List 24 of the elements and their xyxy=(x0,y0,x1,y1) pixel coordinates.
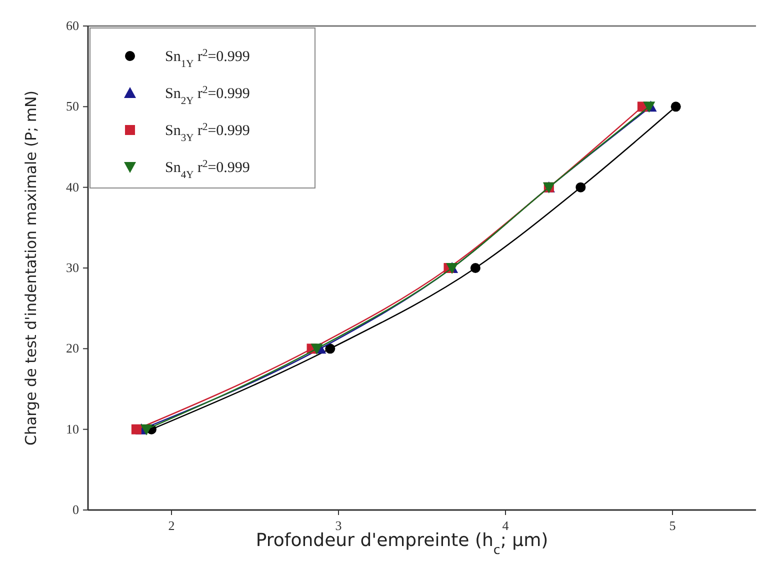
x-tick-label: 4 xyxy=(502,518,510,533)
x-axis-title: Profondeur d'empreinte (h$_{c}$; µm) xyxy=(256,530,548,556)
y-tick-label: 10 xyxy=(66,421,79,436)
point xyxy=(470,263,480,273)
legend-label: Sn$_{4Y}$ r$^{2}$=0.999 xyxy=(165,158,250,180)
y-axis-title: Charge de test d'indentation maximale (P; mN) xyxy=(22,90,40,446)
y-tick-label: 50 xyxy=(66,98,79,114)
point xyxy=(131,424,142,434)
legend-label: Sn$_{3Y}$ r$^{2}$=0.999 xyxy=(165,122,250,144)
x-tick-label: 2 xyxy=(168,518,175,533)
y-tick-label: 30 xyxy=(66,260,79,275)
point xyxy=(140,424,152,436)
x-tick-label: 5 xyxy=(669,518,676,533)
point xyxy=(576,182,586,192)
point xyxy=(325,344,336,354)
x-tick-label: 3 xyxy=(335,518,342,533)
point xyxy=(670,102,681,112)
legend-label: Sn$_{1Y}$ r$^{2}$=0.999 xyxy=(165,48,250,70)
y-tick-label: 20 xyxy=(66,340,79,356)
y-tick-label: 40 xyxy=(66,179,79,194)
y-tick-label: 60 xyxy=(66,18,79,33)
point xyxy=(310,344,323,355)
y-tick-label: 0 xyxy=(72,502,79,517)
legend-label: Sn$_{2Y}$ r$^{2}$=0.999 xyxy=(165,84,250,106)
